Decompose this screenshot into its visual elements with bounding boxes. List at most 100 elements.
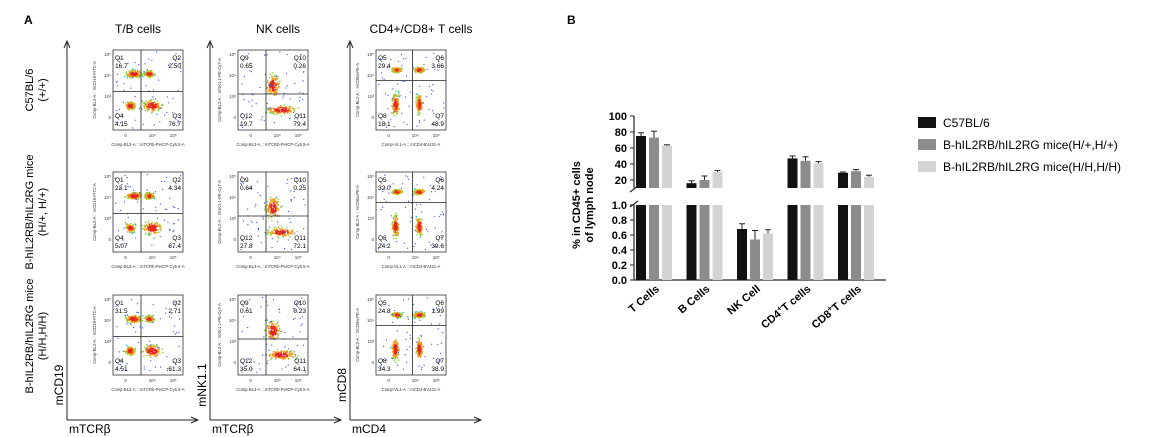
event-dot bbox=[155, 345, 158, 347]
event-dot bbox=[268, 82, 270, 85]
event-dot bbox=[159, 227, 162, 229]
event-dot bbox=[390, 105, 393, 107]
event-dot bbox=[422, 67, 424, 70]
event-dot bbox=[153, 354, 156, 357]
event-dot bbox=[130, 353, 133, 356]
event-dot bbox=[397, 107, 400, 110]
event-dot bbox=[396, 313, 399, 315]
event-dot bbox=[277, 235, 279, 237]
event-dot bbox=[145, 85, 147, 87]
event-dot bbox=[137, 198, 140, 201]
event-dot bbox=[266, 108, 269, 110]
plot-frame bbox=[112, 171, 184, 253]
event-dot bbox=[280, 354, 282, 357]
event-dot bbox=[419, 222, 422, 225]
plot-y-tick: 10³ bbox=[367, 339, 374, 344]
plot-y-tick: 10⁴ bbox=[367, 195, 374, 200]
event-dot bbox=[242, 127, 244, 129]
event-dot bbox=[430, 89, 432, 91]
event-dot bbox=[156, 224, 158, 226]
bar-group-item bbox=[636, 132, 646, 280]
event-dot bbox=[120, 209, 122, 211]
row-label: B-hIL2RB/hIL2RG mice bbox=[24, 279, 36, 394]
y-tick-label: 60 bbox=[615, 143, 627, 155]
event-dot bbox=[277, 108, 280, 111]
event-dot bbox=[243, 99, 245, 101]
event-dot bbox=[426, 68, 428, 70]
event-dot bbox=[273, 201, 275, 203]
event-dot bbox=[270, 216, 273, 218]
event-dot bbox=[259, 368, 261, 370]
event-dot bbox=[276, 92, 278, 94]
event-dot bbox=[266, 362, 268, 365]
event-dot bbox=[419, 319, 421, 321]
event-dot bbox=[152, 89, 154, 91]
event-dot bbox=[147, 103, 149, 105]
event-dot bbox=[401, 190, 403, 193]
event-dot bbox=[269, 355, 271, 358]
event-dot bbox=[166, 208, 168, 210]
event-dot bbox=[281, 205, 283, 207]
event-dot bbox=[402, 311, 404, 314]
event-dot bbox=[416, 204, 418, 206]
event-dot bbox=[276, 337, 279, 339]
event-dot bbox=[391, 226, 394, 228]
event-dot bbox=[433, 112, 435, 114]
event-dot bbox=[175, 332, 177, 334]
y-tick-label: 0.4 bbox=[612, 245, 628, 257]
event-dot bbox=[433, 216, 435, 218]
event-dot bbox=[288, 234, 290, 236]
quadrant-percent: 3.66 bbox=[431, 63, 444, 70]
event-dot bbox=[147, 317, 150, 320]
event-dot bbox=[136, 73, 139, 76]
event-dot bbox=[283, 107, 286, 109]
event-dot bbox=[417, 226, 420, 229]
event-dot bbox=[130, 299, 132, 301]
event-dot bbox=[137, 318, 139, 320]
event-dot bbox=[291, 178, 293, 180]
event-dot bbox=[425, 228, 427, 231]
quadrant-name: Q6 bbox=[435, 300, 444, 307]
event-dot bbox=[132, 191, 134, 194]
event-dot bbox=[420, 101, 423, 104]
event-dot bbox=[271, 230, 273, 232]
bar bbox=[649, 205, 659, 280]
event-dot bbox=[393, 356, 395, 359]
event-dot bbox=[122, 350, 124, 352]
event-dot bbox=[249, 299, 251, 301]
event-dot bbox=[292, 112, 295, 114]
event-dot bbox=[156, 223, 159, 225]
event-dot bbox=[400, 315, 402, 317]
event-dot bbox=[145, 100, 147, 102]
quadrant-percent: 29.4 bbox=[378, 63, 391, 70]
event-dot bbox=[291, 229, 294, 231]
event-dot bbox=[270, 92, 273, 94]
panel-b-label: B bbox=[567, 13, 576, 27]
event-dot bbox=[126, 177, 128, 179]
event-dot bbox=[423, 364, 425, 366]
event-dot bbox=[153, 318, 155, 321]
event-dot bbox=[152, 304, 154, 306]
event-dot bbox=[286, 356, 288, 359]
event-dot bbox=[144, 195, 147, 197]
event-dot bbox=[271, 84, 274, 87]
event-dot bbox=[293, 107, 295, 110]
event-dot bbox=[150, 229, 153, 232]
row-label: C57BL/6 bbox=[24, 69, 36, 112]
event-dot bbox=[393, 114, 395, 117]
event-dot bbox=[418, 224, 420, 226]
event-dot bbox=[419, 107, 421, 110]
event-dot bbox=[132, 316, 134, 319]
event-dot bbox=[287, 210, 289, 213]
event-dot bbox=[419, 112, 421, 114]
event-dot bbox=[420, 218, 422, 221]
event-dot bbox=[269, 334, 272, 337]
event-dot bbox=[134, 70, 137, 73]
event-dot bbox=[277, 207, 279, 210]
bar bbox=[636, 136, 646, 188]
event-dot bbox=[126, 231, 129, 233]
event-dot bbox=[134, 316, 137, 319]
event-dot bbox=[272, 333, 274, 336]
